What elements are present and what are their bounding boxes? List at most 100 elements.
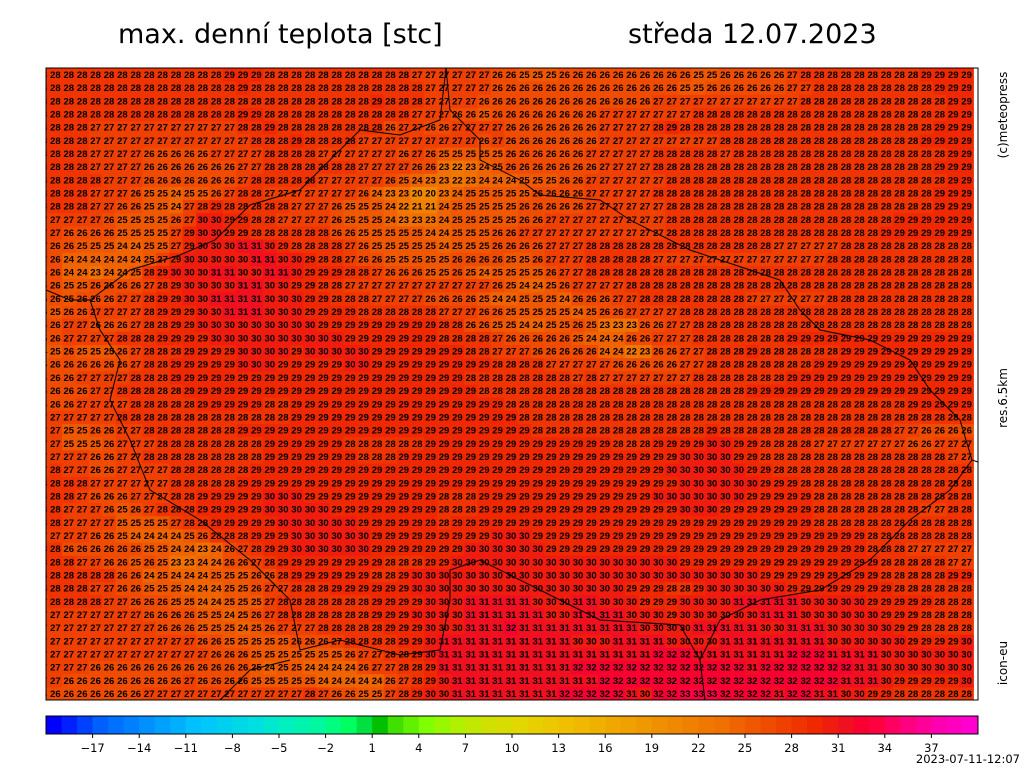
temperature-cell	[959, 134, 974, 149]
temperature-value: 27	[332, 175, 343, 186]
temperature-value: 25	[479, 294, 490, 305]
temperature-value: 26	[64, 360, 75, 371]
temperature-value: 26	[734, 70, 745, 81]
temperature-value: 26	[104, 215, 115, 226]
temperature-value: 29	[921, 70, 932, 81]
temperature-cell	[62, 134, 77, 149]
temperature-value: 28	[881, 123, 892, 134]
temperature-value: 26	[667, 360, 678, 371]
temperature-value: 23	[466, 162, 477, 173]
temperature-value: 28	[680, 228, 691, 239]
temperature-value: 23	[412, 215, 423, 226]
temperature-value: 28	[774, 202, 785, 213]
temperature-value: 27	[372, 162, 383, 173]
temperature-value: 29	[399, 320, 410, 331]
temperature-value: 29	[211, 202, 222, 213]
temperature-value: 26	[104, 228, 115, 239]
temperature-value: 28	[881, 149, 892, 160]
temperature-value: 27	[801, 241, 812, 252]
temperature-value: 28	[734, 281, 745, 292]
temperature-value: 28	[774, 149, 785, 160]
temperature-value: 28	[841, 202, 852, 213]
temperature-cell	[263, 134, 278, 149]
temperature-value: 28	[921, 241, 932, 252]
temperature-value: 28	[720, 215, 731, 226]
temperature-value: 27	[90, 215, 101, 226]
temperature-value: 29	[184, 347, 195, 358]
temperature-value: 27	[425, 96, 436, 107]
temperature-value: 28	[801, 202, 812, 213]
temperature-value: 25	[399, 241, 410, 252]
temperature-cell	[316, 94, 331, 109]
temperature-value: 29	[198, 333, 209, 344]
temperature-value: 28	[854, 294, 865, 305]
temperature-value: 29	[358, 373, 369, 384]
temperature-value: 26	[747, 83, 758, 94]
temperature-value: 28	[841, 136, 852, 147]
temperature-value: 27	[640, 189, 651, 200]
temperature-value: 27	[412, 110, 423, 121]
temperature-cell	[236, 121, 251, 135]
temperature-value: 27	[734, 96, 745, 107]
temperature-cell	[423, 134, 438, 149]
temperature-value: 27	[372, 136, 383, 147]
temperature-value: 26	[533, 347, 544, 358]
temperature-value: 28	[157, 320, 168, 331]
temperature-value: 28	[868, 254, 879, 265]
temperature-value: 26	[559, 136, 570, 147]
temperature-value: 27	[559, 254, 570, 265]
temperature-value: 29	[171, 320, 182, 331]
temperature-value: 28	[667, 162, 678, 173]
temperature-cell	[584, 134, 599, 149]
temperature-value: 29	[332, 373, 343, 384]
temperature-value: 28	[251, 83, 262, 94]
temperature-cell	[88, 94, 103, 109]
temperature-value: 28	[827, 254, 838, 265]
temperature-value: 27	[131, 162, 142, 173]
temperature-cell	[155, 107, 170, 122]
temperature-value: 28	[720, 241, 731, 252]
temperature-value: 27	[586, 149, 597, 160]
temperature-cell	[48, 121, 63, 135]
temperature-value: 28	[720, 333, 731, 344]
temperature-cell	[531, 94, 546, 109]
temperature-cell	[169, 94, 184, 109]
temperature-value: 25	[198, 189, 209, 200]
temperature-value: 28	[345, 162, 356, 173]
temperature-value: 27	[747, 254, 758, 265]
temperature-value: 25	[77, 281, 88, 292]
temperature-value: 25	[131, 215, 142, 226]
temperature-value: 29	[305, 360, 316, 371]
temperature-cell	[638, 107, 653, 122]
temperature-cell	[383, 134, 398, 149]
temperature-value: 28	[734, 215, 745, 226]
temperature-value: 28	[841, 294, 852, 305]
temperature-value: 28	[412, 83, 423, 94]
temperature-value: 28	[278, 202, 289, 213]
temperature-value: 28	[908, 83, 919, 94]
temperature-value: 26	[144, 149, 155, 160]
temperature-value: 30	[211, 307, 222, 318]
temperature-cell	[102, 147, 117, 162]
temperature-grid: 28 28 28 28 28 28 28 28 28 28 28 28 28 28 29 29 29 28 28 28…	[46, 68, 974, 700]
temperature-value: 26	[774, 70, 785, 81]
temperature-cell	[651, 134, 666, 149]
temperature-value: 27	[466, 83, 477, 94]
temperature-value: 28	[693, 149, 704, 160]
temperature-value: 29	[305, 294, 316, 305]
temperature-value: 28	[50, 202, 61, 213]
temperature-value: 27	[452, 70, 463, 81]
temperature-value: 24	[586, 333, 597, 344]
temperature-value: 26	[519, 83, 530, 94]
temperature-value: 28	[519, 360, 530, 371]
temperature-cell	[705, 107, 720, 122]
temperature-value: 24	[559, 294, 570, 305]
temperature-value: 27	[425, 110, 436, 121]
temperature-value: 28	[720, 162, 731, 173]
temperature-value: 28	[868, 202, 879, 213]
temperature-value: 28	[251, 123, 262, 134]
temperature-value: 28	[291, 110, 302, 121]
temperature-cell	[544, 94, 559, 109]
temperature-cell	[289, 81, 304, 96]
temperature-value: 26	[640, 83, 651, 94]
